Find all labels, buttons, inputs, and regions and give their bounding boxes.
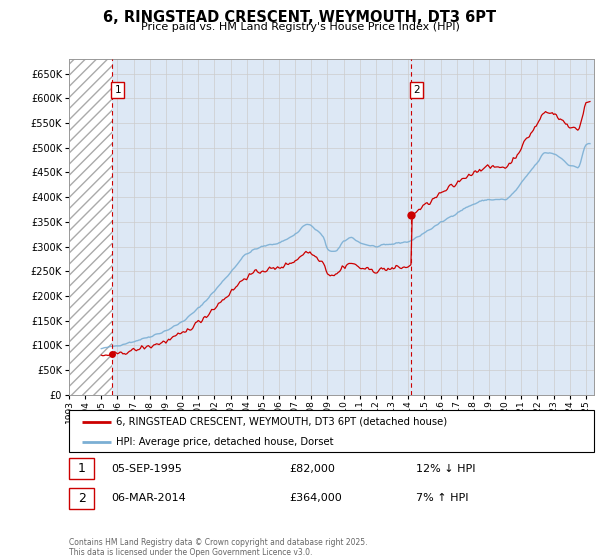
Text: 05-SEP-1995: 05-SEP-1995: [111, 464, 182, 474]
FancyBboxPatch shape: [69, 458, 94, 479]
Text: 1: 1: [115, 85, 121, 95]
Text: 2: 2: [413, 85, 420, 95]
Text: £364,000: £364,000: [290, 493, 342, 503]
Text: £82,000: £82,000: [290, 464, 335, 474]
Text: 6, RINGSTEAD CRESCENT, WEYMOUTH, DT3 6PT (detached house): 6, RINGSTEAD CRESCENT, WEYMOUTH, DT3 6PT…: [116, 417, 448, 427]
Text: 1: 1: [77, 462, 86, 475]
Text: 2: 2: [77, 492, 86, 505]
FancyBboxPatch shape: [69, 410, 594, 452]
Text: 06-MAR-2014: 06-MAR-2014: [111, 493, 186, 503]
Text: Contains HM Land Registry data © Crown copyright and database right 2025.
This d: Contains HM Land Registry data © Crown c…: [69, 538, 367, 557]
FancyBboxPatch shape: [69, 488, 94, 509]
Text: 6, RINGSTEAD CRESCENT, WEYMOUTH, DT3 6PT: 6, RINGSTEAD CRESCENT, WEYMOUTH, DT3 6PT: [103, 10, 497, 25]
Text: 12% ↓ HPI: 12% ↓ HPI: [415, 464, 475, 474]
Text: Price paid vs. HM Land Registry's House Price Index (HPI): Price paid vs. HM Land Registry's House …: [140, 22, 460, 32]
Text: 7% ↑ HPI: 7% ↑ HPI: [415, 493, 468, 503]
Bar: [69, 59, 112, 395]
Text: HPI: Average price, detached house, Dorset: HPI: Average price, detached house, Dors…: [116, 437, 334, 447]
